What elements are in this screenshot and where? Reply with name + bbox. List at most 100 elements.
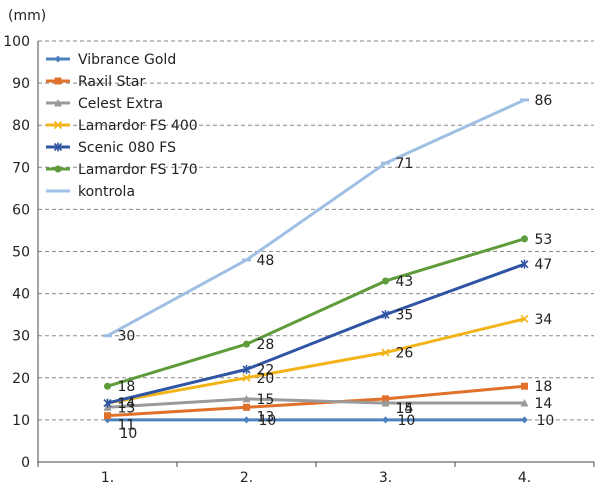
data-label: 34 <box>535 312 553 328</box>
series-line <box>107 237 525 388</box>
y-tick-label: 80 <box>12 118 30 134</box>
data-label: 10 <box>398 413 416 429</box>
data-label: 30 <box>118 329 136 345</box>
series <box>104 382 528 420</box>
y-axis-unit-label: (mm) <box>8 8 46 24</box>
legend-label: Lamardor FS 170 <box>78 162 198 178</box>
square-marker <box>521 382 528 390</box>
series <box>104 235 528 390</box>
y-tick-label: 30 <box>12 329 30 345</box>
data-label: 47 <box>535 257 553 273</box>
data-label: 14 <box>396 401 414 417</box>
y-tick-label: 60 <box>12 202 30 218</box>
y-tick-label: 70 <box>12 160 30 176</box>
legend-label: Scenic 080 FS <box>78 140 176 156</box>
x-tick-label: 3. <box>379 470 392 486</box>
diamond-marker <box>243 416 250 424</box>
x-marker <box>381 348 390 357</box>
data-label: 28 <box>257 337 275 353</box>
star-marker <box>520 259 529 269</box>
data-label: 43 <box>396 274 414 290</box>
star-marker <box>242 364 251 374</box>
x-marker-stroke <box>53 120 63 130</box>
diamond-marker <box>54 55 62 63</box>
x-marker <box>520 314 529 323</box>
data-label: 13 <box>118 400 136 416</box>
star-marker <box>381 310 390 320</box>
triangle-marker <box>520 399 529 407</box>
axes <box>37 41 595 467</box>
y-tick-label: 50 <box>12 245 30 261</box>
legend-item: Lamardor FS 400 <box>46 118 198 134</box>
square-marker <box>54 77 62 85</box>
data-label: 13 <box>257 409 275 425</box>
data-label: 14 <box>535 396 553 412</box>
legend-label: Raxil Star <box>78 74 145 90</box>
data-label: 14 <box>118 396 136 412</box>
x-tick-label: 4. <box>518 470 531 486</box>
legend-item: Raxil Star <box>46 74 145 90</box>
data-label: 10 <box>120 426 138 442</box>
series <box>103 259 529 408</box>
x-tick-label: 2. <box>240 470 253 486</box>
legend-item: Scenic 080 FS <box>46 140 176 156</box>
data-label: 11 <box>118 418 136 434</box>
legend-item: Lamardor FS 170 <box>46 162 198 178</box>
legend-label: Vibrance Gold <box>78 52 176 68</box>
data-label: 86 <box>535 93 553 109</box>
series-line <box>107 317 525 405</box>
legend-item: kontrola <box>46 184 135 200</box>
data-label: 15 <box>257 392 275 408</box>
data-label: 15 <box>396 401 414 417</box>
data-label: 26 <box>396 346 414 362</box>
triangle-marker <box>242 394 251 403</box>
x-marker-stroke <box>242 373 251 382</box>
square-marker <box>243 403 250 411</box>
data-label: 18 <box>535 379 553 395</box>
data-label: 10 <box>537 413 555 429</box>
x-marker-stroke <box>381 348 390 357</box>
legend-label: kontrola <box>78 184 135 200</box>
x-marker-stroke <box>520 314 529 323</box>
triangle-marker <box>381 399 390 407</box>
x-marker <box>242 373 251 382</box>
x-axis-ticks: 1. 2. 3. 4. <box>101 470 531 486</box>
series <box>104 416 528 424</box>
square-marker <box>382 395 389 403</box>
x-tick-label: 1. <box>101 470 114 486</box>
data-label: 22 <box>257 362 275 378</box>
triangle-marker <box>54 99 62 107</box>
data-label: 14 <box>118 396 136 412</box>
x-marker <box>53 120 63 130</box>
circle-marker <box>104 382 111 390</box>
y-tick-label: 10 <box>12 413 30 429</box>
data-label: 53 <box>535 232 553 248</box>
circle-marker <box>243 340 250 348</box>
data-label: 18 <box>118 379 136 395</box>
legend-label: Lamardor FS 400 <box>78 118 198 134</box>
circle-marker <box>382 277 389 285</box>
series-line <box>107 384 525 418</box>
series-line <box>106 98 526 338</box>
y-tick-label: 90 <box>12 76 30 92</box>
star-marker <box>53 142 63 152</box>
series-line <box>107 397 525 409</box>
data-label: 20 <box>257 371 275 387</box>
legend-item: Celest Extra <box>46 96 163 112</box>
y-tick-label: 100 <box>3 34 30 50</box>
y-tick-label: 20 <box>12 371 30 387</box>
y-tick-label: 0 <box>21 455 30 471</box>
y-tick-label: 40 <box>12 287 30 303</box>
legend: Vibrance Gold Raxil Star Celest Extra Lamar… <box>46 52 198 200</box>
diamond-marker <box>382 416 389 424</box>
data-label: 48 <box>257 253 275 269</box>
series-lines <box>103 98 529 424</box>
data-label: 10 <box>259 413 277 429</box>
star-marker <box>103 398 112 408</box>
data-label: 35 <box>396 308 414 324</box>
series <box>103 98 529 338</box>
gridlines <box>38 40 594 421</box>
square-marker <box>104 412 111 420</box>
